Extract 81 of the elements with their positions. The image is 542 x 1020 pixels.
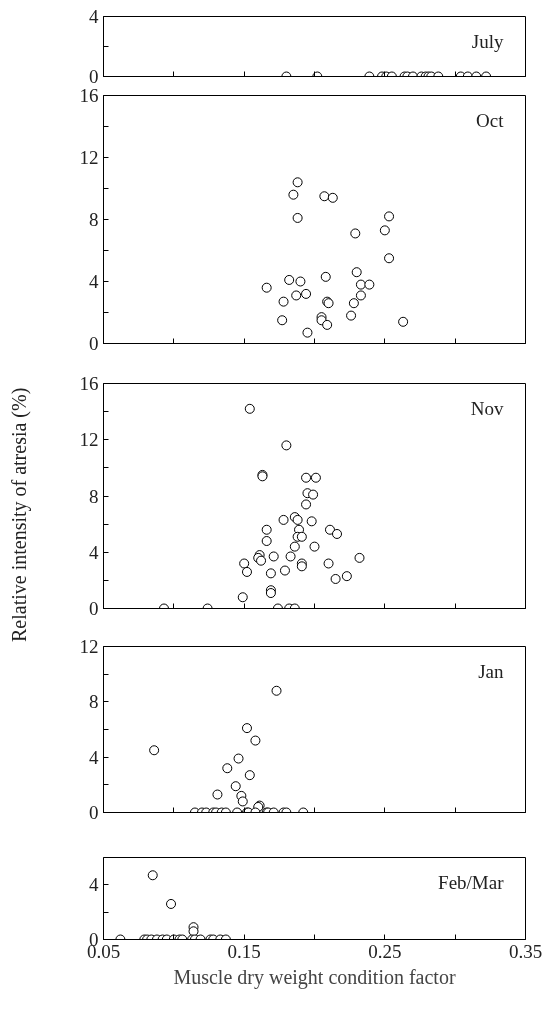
point	[350, 228, 361, 239]
y-tick-label: 12	[79, 636, 99, 657]
y-tick-label: 8	[89, 691, 99, 713]
y-tick-label: 12	[79, 147, 99, 168]
point	[239, 558, 250, 569]
x-tick-label: 0.15	[227, 940, 261, 962]
y-tick-label: 12	[79, 429, 99, 451]
point	[355, 279, 366, 290]
point	[268, 551, 279, 562]
y-axis-title: Relative intensity of atresia (%)	[7, 387, 32, 643]
x-tick-label: 0.25	[368, 940, 402, 962]
y-tick-label: 8	[89, 485, 99, 507]
point	[301, 472, 312, 483]
point	[279, 565, 290, 576]
point	[265, 568, 276, 579]
y-tick-label: 4	[89, 6, 99, 27]
point	[147, 870, 158, 881]
point	[261, 282, 272, 293]
point	[288, 189, 299, 200]
point	[323, 558, 334, 569]
y-tick-label: 16	[79, 85, 99, 106]
point	[292, 212, 303, 223]
point	[364, 279, 375, 290]
text: Oct	[476, 109, 505, 131]
point	[278, 296, 289, 307]
point	[346, 310, 357, 321]
point	[244, 403, 255, 414]
point	[291, 290, 302, 301]
point	[308, 489, 319, 500]
point	[306, 516, 317, 527]
point	[281, 440, 292, 451]
x-axis-title: Muscle dry weight condition factor	[173, 965, 456, 989]
point	[277, 315, 288, 326]
point	[309, 541, 320, 552]
x-tick-label: 0.35	[508, 940, 542, 962]
point	[302, 327, 313, 338]
y-tick-label: 4	[89, 271, 99, 292]
point	[301, 499, 312, 510]
point	[384, 211, 395, 222]
point	[320, 271, 331, 282]
point	[295, 276, 306, 287]
point	[296, 531, 307, 542]
text: July	[471, 30, 504, 52]
y-tick-label: 4	[89, 874, 99, 896]
point	[351, 267, 362, 278]
point	[322, 319, 333, 330]
y-tick-label: 0	[89, 333, 99, 354]
point	[241, 566, 252, 577]
point	[319, 191, 330, 202]
point	[341, 571, 352, 582]
point	[384, 253, 395, 264]
point	[278, 514, 289, 525]
y-tick-label: 0	[89, 802, 99, 823]
point	[398, 316, 409, 327]
y-tick-label: 4	[89, 541, 99, 563]
text: Jan	[478, 660, 504, 682]
point	[285, 551, 296, 562]
y-tick-label: 16	[79, 373, 99, 394]
y-tick-label: 4	[89, 746, 99, 768]
point	[284, 274, 295, 285]
point	[332, 528, 343, 539]
point	[289, 541, 300, 552]
point	[292, 177, 303, 188]
point	[261, 524, 272, 535]
point	[327, 192, 338, 203]
point	[324, 524, 335, 535]
point	[379, 225, 390, 236]
point	[348, 298, 359, 309]
text: Feb/Mar	[438, 871, 505, 893]
y-tick-label: 0	[89, 66, 99, 87]
point	[355, 290, 366, 301]
text: Nov	[470, 397, 504, 419]
point	[330, 573, 341, 584]
y-tick-label: 0	[89, 598, 99, 619]
point	[301, 288, 312, 299]
point	[354, 552, 365, 563]
point	[166, 898, 177, 909]
point	[237, 592, 248, 603]
y-tick-label: 8	[89, 209, 99, 230]
point	[261, 536, 272, 546]
point	[310, 472, 321, 483]
